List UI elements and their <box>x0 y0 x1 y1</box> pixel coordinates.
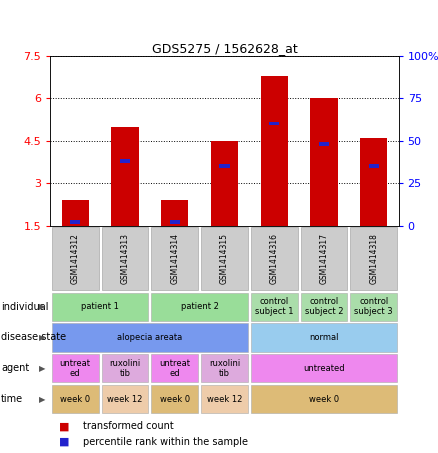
Text: week 0: week 0 <box>309 395 339 404</box>
Bar <box>201 385 248 413</box>
Text: untreated: untreated <box>303 364 345 373</box>
Text: GSM1414316: GSM1414316 <box>270 233 279 284</box>
Bar <box>152 354 198 382</box>
Bar <box>350 227 397 290</box>
Bar <box>269 122 279 125</box>
Bar <box>111 126 139 226</box>
Bar <box>251 293 297 321</box>
Text: untreat
ed: untreat ed <box>60 359 91 378</box>
Bar <box>52 385 99 413</box>
Bar <box>201 227 248 290</box>
Bar <box>102 227 148 290</box>
Title: GDS5275 / 1562628_at: GDS5275 / 1562628_at <box>152 42 297 54</box>
Bar <box>350 293 397 321</box>
Bar <box>52 354 99 382</box>
Bar <box>120 159 130 163</box>
Text: GSM1414317: GSM1414317 <box>319 233 328 284</box>
Text: ■: ■ <box>59 437 70 447</box>
Text: week 12: week 12 <box>207 395 242 404</box>
Bar <box>261 76 288 226</box>
Bar <box>219 164 230 168</box>
Text: ■: ■ <box>59 421 70 431</box>
Text: ▶: ▶ <box>39 302 46 311</box>
Text: control
subject 3: control subject 3 <box>354 297 393 316</box>
Text: percentile rank within the sample: percentile rank within the sample <box>83 437 248 447</box>
Text: week 12: week 12 <box>107 395 143 404</box>
Bar <box>152 293 248 321</box>
Bar <box>319 142 329 146</box>
Text: control
subject 1: control subject 1 <box>255 297 293 316</box>
Bar <box>251 323 397 352</box>
Bar <box>170 221 180 224</box>
Bar <box>52 227 99 290</box>
Text: disease state: disease state <box>1 333 66 342</box>
Bar <box>201 354 248 382</box>
Text: week 0: week 0 <box>160 395 190 404</box>
Bar <box>52 293 148 321</box>
Bar <box>251 354 397 382</box>
Bar <box>310 98 338 226</box>
Bar <box>102 385 148 413</box>
Text: patient 1: patient 1 <box>81 302 119 311</box>
Bar <box>52 323 248 352</box>
Text: ruxolini
tib: ruxolini tib <box>110 359 141 378</box>
Bar <box>152 227 198 290</box>
Bar <box>300 293 347 321</box>
Bar <box>211 140 238 226</box>
Text: week 0: week 0 <box>60 395 90 404</box>
Text: GSM1414312: GSM1414312 <box>71 233 80 284</box>
Text: untreat
ed: untreat ed <box>159 359 190 378</box>
Text: GSM1414318: GSM1414318 <box>369 233 378 284</box>
Text: GSM1414315: GSM1414315 <box>220 233 229 284</box>
Text: ▶: ▶ <box>39 364 46 373</box>
Text: alopecia areata: alopecia areata <box>117 333 183 342</box>
Text: GSM1414314: GSM1414314 <box>170 233 179 284</box>
Bar <box>300 227 347 290</box>
Text: patient 2: patient 2 <box>180 302 219 311</box>
Text: agent: agent <box>1 363 29 373</box>
Text: control
subject 2: control subject 2 <box>305 297 343 316</box>
Text: individual: individual <box>1 302 48 312</box>
Bar <box>251 227 297 290</box>
Text: transformed count: transformed count <box>83 421 174 431</box>
Bar <box>70 221 81 224</box>
Text: normal: normal <box>309 333 339 342</box>
Text: GSM1414313: GSM1414313 <box>120 233 130 284</box>
Bar <box>360 138 387 226</box>
Bar <box>152 385 198 413</box>
Bar <box>102 354 148 382</box>
Text: ruxolini
tib: ruxolini tib <box>209 359 240 378</box>
Text: ▶: ▶ <box>39 395 46 404</box>
Bar <box>368 164 379 168</box>
Text: time: time <box>1 394 23 404</box>
Text: ▶: ▶ <box>39 333 46 342</box>
Bar <box>62 200 89 226</box>
Bar <box>161 200 188 226</box>
Bar <box>251 385 397 413</box>
